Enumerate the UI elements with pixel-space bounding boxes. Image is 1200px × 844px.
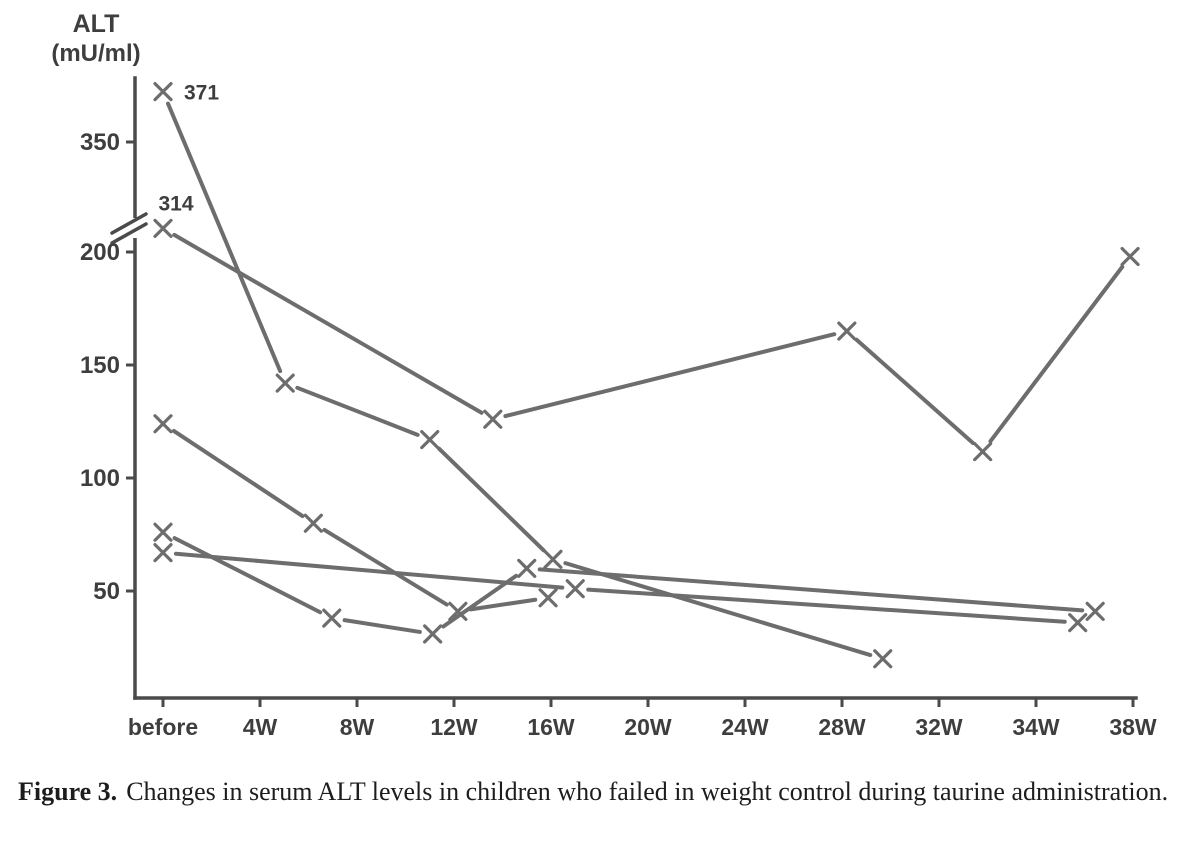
- x-tick-label-4W: 4W: [243, 714, 278, 740]
- series-patient-3: [153, 414, 558, 621]
- x-marker-icon: [1085, 601, 1105, 621]
- y-tick-label-100: 100: [80, 465, 120, 492]
- series-patient-4: [153, 522, 1105, 644]
- y-tick-label-150: 150: [80, 352, 120, 379]
- x-marker-icon: [153, 218, 173, 238]
- figure-caption: Figure 3. Changes in serum ALT levels in …: [18, 776, 1193, 808]
- x-tick-label-before: before: [128, 714, 198, 740]
- series-patient-4-segment: [342, 618, 422, 634]
- x-marker-icon: [1120, 246, 1140, 267]
- y-axis-title-line2: (mU/ml): [51, 40, 140, 67]
- x-marker-icon: [322, 608, 342, 628]
- series-patient-4-segment: [537, 567, 1085, 613]
- series-patient-3-segment: [171, 428, 305, 519]
- x-marker-icon: [420, 429, 440, 450]
- x-tick-label-32W: 32W: [915, 714, 963, 740]
- caption-text: Changes in serum ALT levels in children …: [126, 777, 1169, 806]
- x-marker-icon: [565, 579, 585, 599]
- x-tick-label-8W: 8W: [340, 714, 375, 740]
- series-patient-3-segment: [322, 527, 449, 607]
- series-patient-5: [153, 542, 1088, 633]
- x-marker-icon: [973, 442, 993, 462]
- x-marker-icon: [517, 558, 537, 578]
- y-axis-break-icon: [110, 212, 148, 245]
- x-tick-label-38W: 38W: [1109, 714, 1157, 740]
- x-marker-icon: [423, 624, 443, 644]
- series-patient-1: [153, 82, 893, 669]
- series-patient-5-segment: [173, 551, 565, 590]
- y-tick-label-350: 350: [80, 129, 120, 156]
- x-marker-icon: [153, 82, 173, 102]
- series-patient-2-segment: [988, 264, 1125, 444]
- annotation-371: 371: [184, 82, 219, 105]
- x-tick-label-16W: 16W: [527, 714, 575, 740]
- x-marker-icon: [873, 649, 893, 669]
- x-marker-icon: [448, 601, 468, 621]
- x-tick-label-12W: 12W: [430, 714, 478, 740]
- axes: [133, 76, 1138, 700]
- annotation-314: 314: [158, 192, 193, 215]
- x-tick-label-24W: 24W: [721, 714, 769, 740]
- series-patient-5-segment: [586, 587, 1067, 624]
- x-marker-icon: [543, 549, 563, 569]
- x-marker-icon: [303, 513, 323, 533]
- series-patient-2: [153, 218, 1140, 462]
- x-tick-label-34W: 34W: [1012, 714, 1060, 740]
- series-patient-2-segment: [854, 337, 975, 445]
- y-axis-title-line1: ALT: [73, 10, 120, 38]
- x-marker-icon: [153, 414, 173, 434]
- series-patient-1-segment: [437, 446, 546, 553]
- x-marker-icon: [153, 542, 173, 563]
- series-patient-1-segment: [166, 101, 283, 374]
- x-tick-label-28W: 28W: [818, 714, 866, 740]
- plot-area: before 4W 8W 12W 16W 20W 24W 28W 32W 34W 38W 50 100 1…: [80, 76, 1157, 740]
- y-tick-label-50: 50: [93, 578, 120, 605]
- alt-line-chart: ALT (mU/ml) before 4W 8W 12W 16W 20W 24W 28W 32W…: [51, 10, 1157, 740]
- series-patient-3-segment: [468, 597, 538, 612]
- series-patient-2-segment: [503, 332, 837, 419]
- x-marker-icon: [275, 373, 295, 393]
- caption-label: Figure 3.: [18, 777, 118, 806]
- series-patient-2-segment: [172, 232, 484, 415]
- series-patient-1-segment: [295, 385, 420, 437]
- series-patient-1-segment: [563, 561, 873, 658]
- series-patient-4-segment: [172, 536, 323, 615]
- x-marker-icon: [483, 409, 503, 429]
- x-marker-icon: [837, 321, 857, 341]
- x-marker-icon: [1068, 613, 1088, 633]
- x-marker-icon: [538, 588, 558, 608]
- x-tick-label-20W: 20W: [624, 714, 672, 740]
- x-marker-icon: [153, 522, 173, 542]
